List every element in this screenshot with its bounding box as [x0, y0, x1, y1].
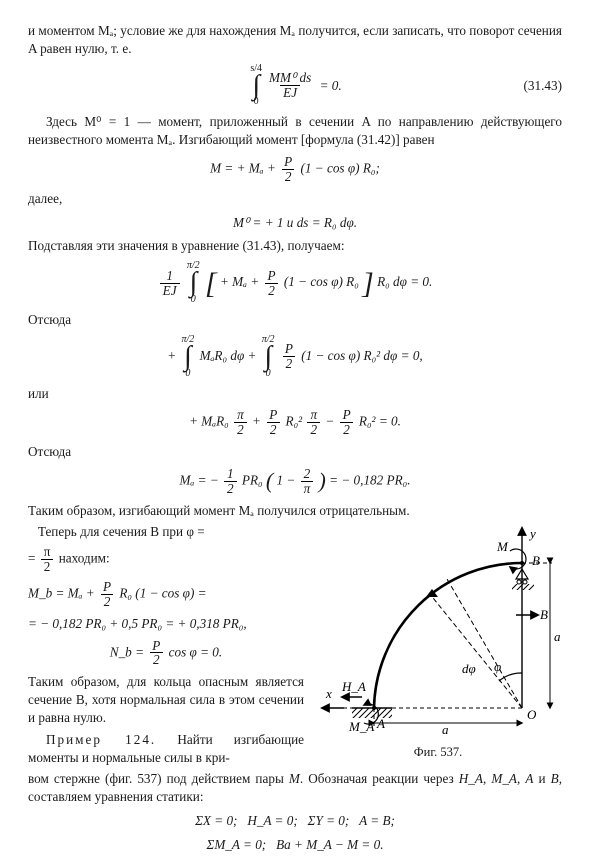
paragraph: Подставляя эти значения в уравнение (31.… [28, 237, 562, 255]
equation: ΣM_A = 0; Ba + M_A − M = 0. [28, 836, 562, 854]
svg-text:M: M [496, 539, 509, 554]
figure-537: y x φ dφ O A [314, 523, 562, 735]
paragraph: Здесь M⁰ = 1 — момент, приложенный в сеч… [28, 113, 562, 149]
paragraph: Пример 124. Найти изгибающие моменты и н… [28, 731, 304, 767]
svg-text:H_A: H_A [341, 679, 366, 694]
svg-text:O: O [527, 707, 537, 722]
equation: + π/2 ∫ 0 MₐR₀ dφ + π/2 ∫ 0 P2 (1 − cos … [28, 335, 562, 379]
word: далее, [28, 190, 562, 208]
equation: N_b = P2 cos φ = 0. [28, 639, 304, 668]
equation: + MₐR₀ π2 + P2 R₀² π2 − P2 R₀² = 0. [28, 408, 562, 437]
paragraph: Таким образом, изгибающий момент Mₐ полу… [28, 502, 562, 520]
svg-text:y: y [528, 526, 536, 541]
paragraph: Теперь для сечения B при φ = [28, 523, 304, 541]
word: Отсюда [28, 443, 562, 461]
equation: ΣX = 0; H_A = 0; ΣY = 0; A = B; [28, 812, 562, 830]
paragraph: и моментом Mₐ; условие же для нахождения… [28, 22, 562, 58]
equation: Mₐ = − 12 PR₀ ( 1 − 2π ) = − 0,182 PR₀. [28, 467, 562, 496]
equation: M_b = Mₐ + P2 R₀ (1 − cos φ) = [28, 580, 304, 609]
paragraph: вом стержне (фиг. 537) под действием пар… [28, 770, 562, 806]
figure-caption: Фиг. 537. [314, 744, 562, 761]
svg-text:B: B [540, 607, 548, 622]
word: Отсюда [28, 311, 562, 329]
example-label: Пример 124. [46, 732, 156, 747]
equation-number: (31.43) [524, 77, 562, 95]
equation: 1EJ π/2 ∫ 0 [ + Mₐ + P2 (1 − cos φ) R₀ ]… [28, 261, 562, 305]
svg-text:dφ: dφ [462, 661, 476, 676]
paragraph: = π2 находим: [28, 545, 304, 574]
equation: M⁰ = + 1 и ds = R₀ dφ. [28, 214, 562, 232]
svg-text:a: a [442, 722, 449, 735]
equation: = − 0,182 PR₀ + 0,5 PR₀ = + 0,318 PR₀, [28, 615, 304, 633]
svg-text:M_A: M_A [348, 719, 374, 734]
equation: M = + Mₐ + P2 (1 − cos φ) R₀; [28, 155, 562, 184]
svg-text:φ: φ [494, 659, 501, 674]
word: или [28, 385, 562, 403]
paragraph: Таким образом, для кольца опасным являет… [28, 673, 304, 726]
equation-31-43: s/4 ∫ 0 MM⁰ ds EJ = 0. (31.43) [28, 64, 562, 108]
svg-text:B: B [532, 553, 540, 568]
svg-text:a: a [554, 629, 561, 644]
svg-text:x: x [325, 686, 332, 701]
